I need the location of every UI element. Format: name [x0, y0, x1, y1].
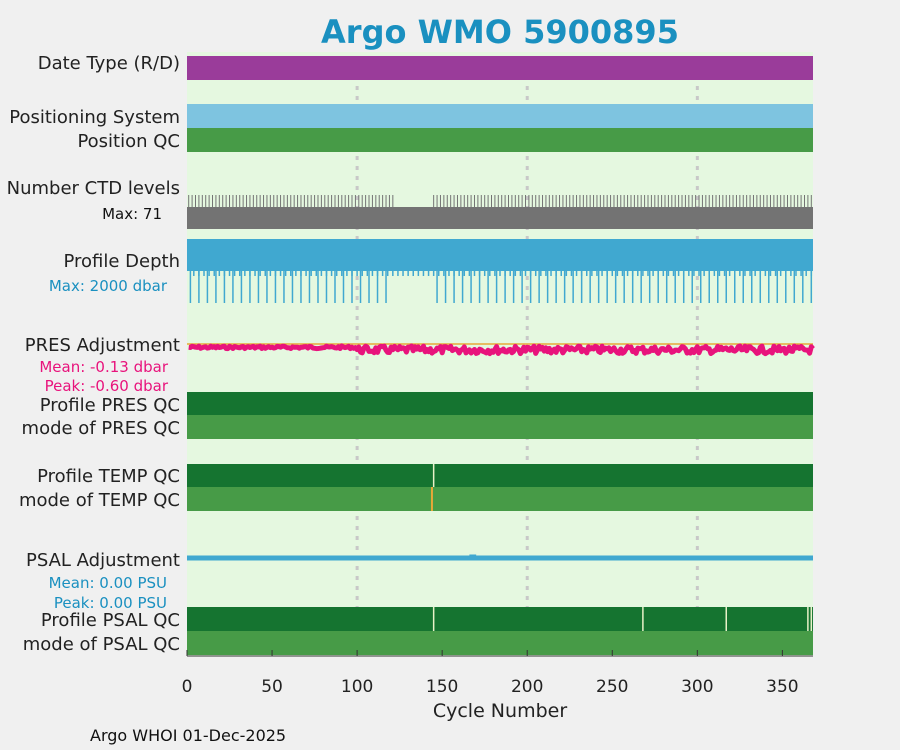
profile-depth-max: Max: 2000 dbar — [49, 277, 168, 295]
ctd-levels-series — [187, 195, 813, 229]
temp-qc-markers — [430, 464, 435, 511]
pres-adjustment-series — [187, 343, 815, 357]
footer-credit: Argo WHOI 01-Dec-2025 — [90, 726, 286, 745]
positioning-system-band — [187, 104, 813, 128]
pres-adjustment-peak: Peak: -0.60 dbar — [45, 377, 169, 395]
label-mode-temp-qc: mode of TEMP QC — [19, 490, 180, 511]
psal-qc-markers — [432, 607, 813, 631]
x-tick-label: 150 — [426, 677, 458, 697]
profile-depth-band — [187, 239, 813, 271]
x-tick-label: 100 — [341, 677, 373, 697]
x-axis-label: Cycle Number — [433, 700, 567, 722]
label-profile-depth: Profile Depth — [63, 251, 180, 272]
label-mode-pres-qc: mode of PRES QC — [22, 418, 180, 439]
label-profile-psal-qc: Profile PSAL QC — [41, 610, 180, 631]
x-axis-ticks: 0 50 100 150 200 250 300 350 — [182, 650, 799, 697]
label-positioning-system: Positioning System — [9, 107, 180, 128]
psal-adjustment-peak: Peak: 0.00 PSU — [54, 594, 167, 612]
label-ctd-levels: Number CTD levels — [7, 178, 180, 199]
label-position-qc: Position QC — [77, 131, 180, 152]
mode-pres-qc-band — [187, 415, 813, 439]
psal-adjustment-mean: Mean: 0.00 PSU — [49, 574, 167, 592]
ctd-levels-band — [187, 207, 813, 229]
x-tick-label: 200 — [511, 677, 543, 697]
profile-temp-qc-band — [187, 464, 813, 487]
x-tick-label: 350 — [766, 677, 798, 697]
x-tick-label: 0 — [182, 677, 193, 697]
x-tick-label: 50 — [261, 677, 283, 697]
position-qc-band — [187, 128, 813, 152]
date-type-band — [187, 56, 813, 80]
profile-pres-qc-band — [187, 392, 813, 415]
ctd-levels-max: Max: 71 — [102, 205, 162, 223]
label-date-type: Date Type (R/D) — [38, 53, 180, 74]
chart-title: Argo WMO 5900895 — [321, 13, 679, 51]
pres-adjustment-mean: Mean: -0.13 dbar — [39, 358, 169, 376]
profile-depth-series — [187, 239, 813, 303]
x-tick-label: 300 — [681, 677, 713, 697]
label-pres-adjustment: PRES Adjustment — [25, 335, 180, 356]
label-profile-pres-qc: Profile PRES QC — [40, 395, 180, 416]
profile-psal-qc-band — [187, 607, 813, 631]
x-tick-label: 250 — [596, 677, 628, 697]
mode-psal-qc-band — [187, 631, 813, 655]
pres-adjustment-trace — [187, 343, 815, 357]
label-profile-temp-qc: Profile TEMP QC — [37, 466, 180, 487]
label-mode-psal-qc: mode of PSAL QC — [23, 634, 180, 655]
mode-temp-qc-band — [187, 487, 813, 511]
label-psal-adjustment: PSAL Adjustment — [26, 550, 180, 571]
psal-adjustment-series — [187, 554, 813, 561]
